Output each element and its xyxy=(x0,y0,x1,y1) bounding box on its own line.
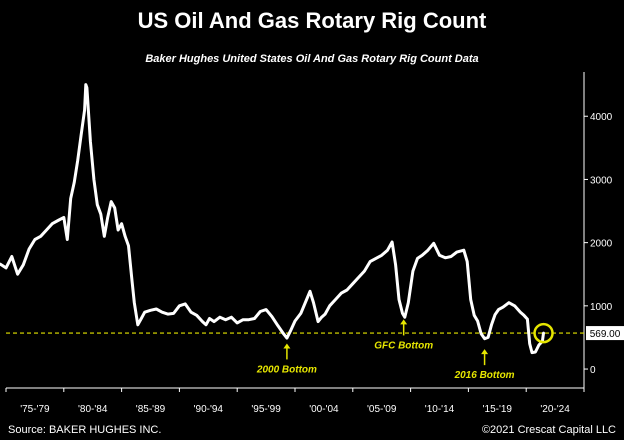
y-tick-label: 1000 xyxy=(590,302,613,313)
series-line xyxy=(0,83,545,355)
annotations: 2000 Bottom GFC Bottom 2016 Bottom xyxy=(256,319,515,381)
latest-value-marker xyxy=(533,322,554,344)
x-tick-label: '85-'89 xyxy=(136,404,166,415)
reference-value-label: 569.00 xyxy=(586,326,624,341)
annotation-arrowhead xyxy=(400,319,408,325)
annotation-label: GFC Bottom xyxy=(374,340,433,351)
annotation-label: 2016 Bottom xyxy=(454,370,515,381)
x-tick-label: '90-'94 xyxy=(194,404,224,415)
annotation-arrowhead xyxy=(481,349,489,355)
x-axis-ticks: '75-'79 '80-'84 '85-'89 '90-'94 '95-'99 '00-'… xyxy=(5,388,585,415)
y-tick-label: 3000 xyxy=(590,175,613,186)
annotation-arrowhead xyxy=(283,343,291,349)
x-tick-label: '15-'19 xyxy=(483,404,513,415)
x-tick-label: '75-'79 xyxy=(20,404,50,415)
x-tick-label: '05-'09 xyxy=(367,404,397,415)
chart-title: US Oil And Gas Rotary Rig Count xyxy=(137,8,487,33)
reference-value-text: 569.00 xyxy=(590,329,621,340)
x-tick-label: '80-'84 xyxy=(78,404,108,415)
x-tick-label: '20-'24 xyxy=(540,404,570,415)
y-axis-ticks: 0 1000 2000 3000 4000 xyxy=(584,112,613,376)
x-tick-label: '95-'99 xyxy=(251,404,281,415)
annotation-label: 2000 Bottom xyxy=(256,364,317,375)
y-tick-label: 2000 xyxy=(590,239,613,250)
y-tick-label: 4000 xyxy=(590,112,613,123)
x-tick-label: '00-'04 xyxy=(309,404,339,415)
y-tick-label: 0 xyxy=(590,365,596,376)
x-tick-label: '10-'14 xyxy=(425,404,455,415)
chart-subtitle: Baker Hughes United States Oil And Gas R… xyxy=(145,53,479,65)
copyright-note: ©2021 Crescat Capital LLC xyxy=(481,424,616,436)
source-note: Source: BAKER HUGHES INC. xyxy=(8,424,162,436)
